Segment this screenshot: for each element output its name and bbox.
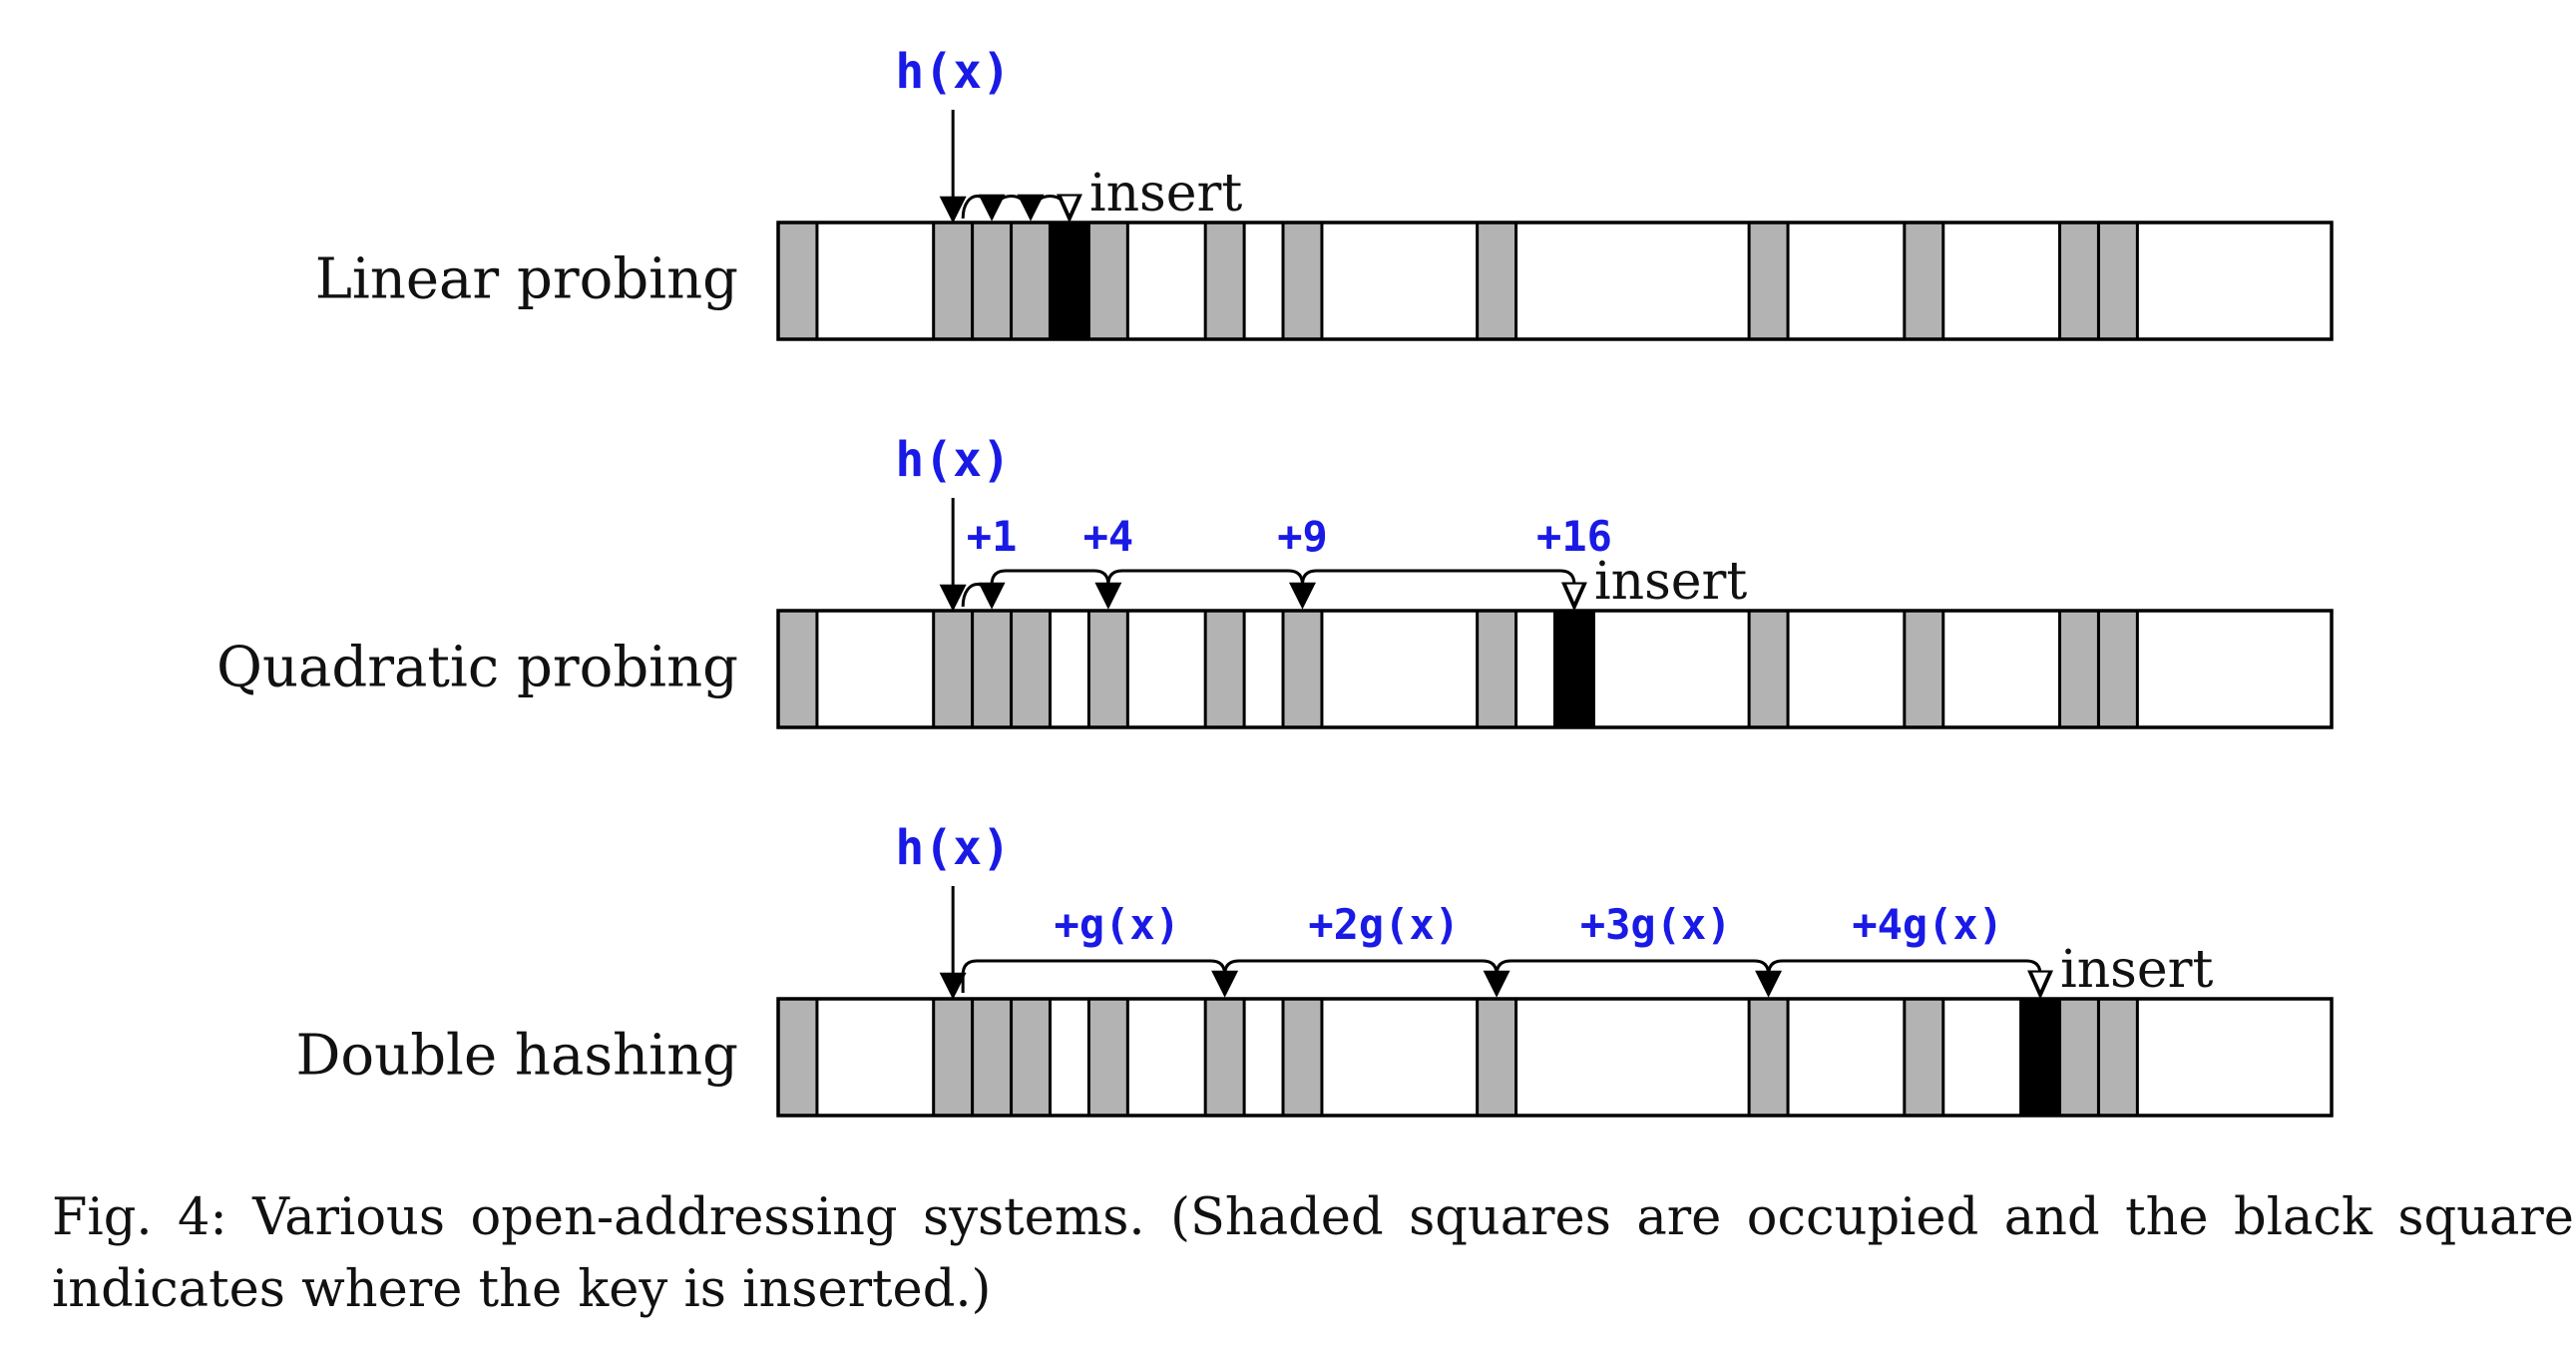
probe-step-label: +4g(x) (1852, 900, 2003, 949)
probe-arc (1767, 959, 2040, 995)
occupied-slot (1747, 609, 1790, 729)
occupied-slot (971, 221, 1014, 341)
occupied-slot (2058, 609, 2100, 729)
occupied-slot (1747, 997, 1790, 1118)
hash-function-label: h(x) (895, 44, 1011, 100)
occupied-slot (932, 997, 975, 1118)
occupied-slot (2096, 997, 2139, 1118)
occupied-slot (1476, 221, 1518, 341)
occupied-slot (1203, 221, 1246, 341)
hash-function-label: h(x) (895, 820, 1011, 876)
insert-label: insert (2060, 940, 2213, 1000)
occupied-slot (776, 609, 819, 729)
occupied-slot (2058, 221, 2100, 341)
hash-function-label: h(x) (895, 432, 1011, 488)
figure-caption: Fig. 4: Various open-addressing systems.… (52, 1188, 2574, 1319)
occupied-slot (1010, 997, 1052, 1118)
occupied-slot (971, 997, 1014, 1118)
occupied-slot (1203, 609, 1246, 729)
probe-step-label: +16 (1536, 512, 1612, 561)
probe-arc (990, 194, 1045, 222)
occupied-slot (2058, 997, 2100, 1118)
row-label: Linear probing (315, 247, 738, 312)
occupied-slot (1086, 997, 1129, 1118)
occupied-slot (1010, 609, 1052, 729)
occupied-slot (1281, 609, 1324, 729)
occupied-slot (1086, 221, 1129, 341)
occupied-slot (1476, 609, 1518, 729)
occupied-slot (1903, 221, 1945, 341)
occupied-slot (1281, 997, 1324, 1118)
probe-step-label: +3g(x) (1580, 900, 1732, 949)
probe-arc (961, 959, 1239, 998)
occupied-slot (2096, 221, 2139, 341)
occupied-slot (932, 221, 975, 341)
occupied-slot (776, 997, 819, 1118)
hash-table-outline (776, 221, 2334, 341)
occupied-slot (1281, 221, 1324, 341)
inserted-slot (2019, 997, 2062, 1118)
probe-arc (1495, 959, 1783, 998)
occupied-slot (1086, 609, 1129, 729)
inserted-slot (1048, 221, 1090, 341)
occupied-slot (2096, 609, 2139, 729)
probing-row: Double hashing h(x) +g(x) +2g(x) +3g(x) +4g(x… (296, 820, 2334, 1118)
occupied-slot (932, 609, 975, 729)
probe-step-label: +9 (1277, 512, 1328, 561)
hash-table-outline (776, 997, 2334, 1118)
probe-arc (990, 569, 1122, 610)
probe-arc (961, 194, 1006, 222)
probe-step-label: +1 (967, 512, 1018, 561)
insert-label: insert (1089, 164, 1242, 224)
occupied-slot (1903, 997, 1945, 1118)
probe-arc (1300, 569, 1573, 607)
occupied-slot (1476, 997, 1518, 1118)
occupied-slot (1203, 997, 1246, 1118)
occupied-slot (1010, 221, 1052, 341)
probe-arc (961, 582, 1006, 610)
occupied-slot (1903, 609, 1945, 729)
probing-row: Linear probing h(x) insert (315, 44, 2334, 341)
probe-step-label: +4 (1083, 512, 1134, 561)
probe-step-label: +g(x) (1055, 900, 1180, 949)
row-label: Quadratic probing (216, 636, 738, 700)
probe-arc (1106, 569, 1316, 610)
inserted-slot (1553, 609, 1595, 729)
probe-arc (1223, 959, 1510, 998)
occupied-slot (971, 609, 1014, 729)
hash-table-outline (776, 609, 2334, 729)
insert-label: insert (1594, 552, 1747, 612)
probe-arc (1029, 197, 1070, 220)
probe-step-label: +2g(x) (1308, 900, 1460, 949)
occupied-slot (1747, 221, 1790, 341)
occupied-slot (776, 221, 819, 341)
row-label: Double hashing (296, 1024, 738, 1089)
